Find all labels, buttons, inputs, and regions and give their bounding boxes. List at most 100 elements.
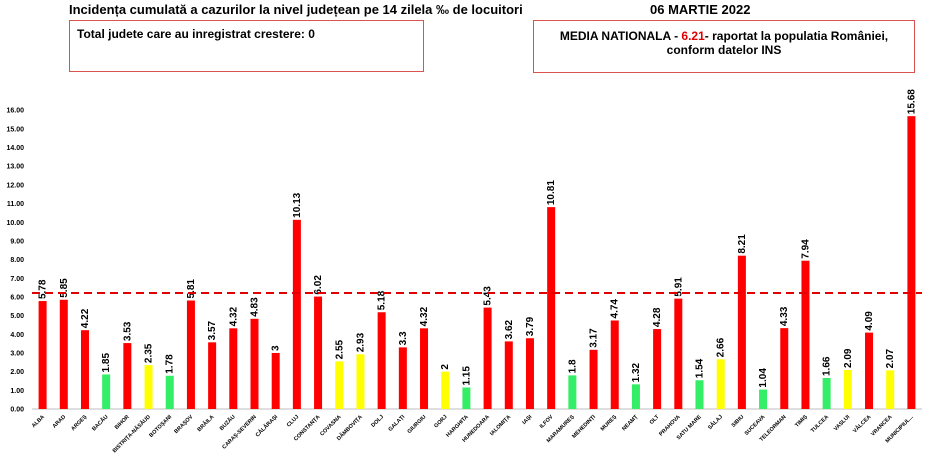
data-label: 3.17 [589,328,600,348]
data-label: 2.07 [885,348,896,368]
y-tick-label: 14.00 [6,145,24,152]
y-tick-label: 11.00 [7,201,24,208]
x-tick-label: GALAȚI [388,414,407,433]
data-label: 5.78 [38,279,49,299]
bar [589,349,598,409]
y-tick-label: 1.00 [10,388,24,395]
bar [822,378,831,409]
bar [398,347,407,409]
data-label: 6.02 [313,275,324,295]
data-label: 4.32 [228,306,239,326]
bar [186,300,195,409]
bar [547,207,556,409]
y-tick-label: 9.00 [10,238,24,245]
data-label: 2.09 [843,348,854,368]
data-label: 3 [271,345,282,351]
data-label: 1.32 [631,362,642,382]
data-label: 1.78 [165,354,176,374]
x-tick-label: OLT [649,414,661,426]
data-label: 8.21 [737,234,748,254]
x-tick-label: NEAMȚ [621,414,640,433]
bar [843,369,852,409]
x-tick-label: GIURGIU [407,414,428,435]
x-tick-label: CĂLĂRAȘI [254,413,279,438]
bar [420,328,429,409]
bar [38,301,47,409]
bar [208,342,217,409]
x-tick-label: TULCEA [810,414,830,434]
chart-title: Incidența cumulată a cazurilor la nivel … [69,2,523,17]
bar [271,352,280,409]
data-label: 4.74 [610,299,621,319]
data-label: 3.62 [504,319,515,339]
y-tick-label: 8.00 [10,257,24,264]
bar [886,370,895,409]
x-tick-label: BOTOȘANI [148,414,173,439]
x-tick-label: BUZĂU [218,413,237,432]
x-tick-label: ILFOV [539,414,555,430]
data-label: 4.83 [250,297,261,317]
data-label: 4.33 [779,306,790,326]
x-tick-label: MEHEDINȚI [571,414,597,440]
x-tick-label: SĂLAJ [706,413,724,431]
bar [80,330,89,409]
bar [483,307,492,409]
x-tick-label: TIMIȘ [794,414,809,429]
data-label: 5.18 [377,290,388,310]
data-label: 4.22 [80,308,91,328]
y-tick-label: 3.00 [10,350,24,357]
bar [123,343,132,409]
increase-count-box: Total judete care au inregistrat crester… [69,20,424,72]
x-tick-label: BIHOR [114,414,131,431]
national-average-line1: MEDIA NATIONALA - 6.21- raportat la popu… [534,29,914,43]
national-average-suffix: - raportat la populatia României, [704,29,889,43]
bar [335,361,344,409]
x-tick-label: VÂLCEA [851,413,872,434]
bar [780,328,789,409]
bar [568,375,577,409]
x-tick-label: VASLUI [833,414,852,433]
data-label: 7.94 [800,239,811,259]
x-tick-label: IALOMIȚA [489,414,512,437]
bar [759,389,768,409]
data-label: 1.15 [461,366,472,386]
bar [631,384,640,409]
y-tick-label: 12.00 [6,182,24,189]
national-average-value: 6.21 [681,29,705,43]
x-tick-label: BRĂILA [196,413,216,433]
bar [610,320,619,409]
x-tick-label: MUREȘ [600,414,619,433]
data-label: 3.79 [525,316,536,336]
y-tick-label: 2.00 [10,369,24,376]
y-tick-label: 16.00 [6,108,24,115]
national-average-box: MEDIA NATIONALA - 6.21- raportat la popu… [533,20,915,73]
bar [801,260,810,409]
y-tick-label: 4.00 [10,332,24,339]
x-tick-label: BACĂU [91,413,110,432]
data-label: 5.43 [483,286,494,306]
bar [525,338,534,409]
x-tick-label: ARAD [52,414,67,429]
y-tick-label: 13.00 [6,164,24,171]
y-tick-label: 5.00 [10,313,24,320]
x-tick-label: BISTRIȚA-NĂSĂUD [111,413,152,454]
data-label: 5.91 [673,277,684,297]
data-label: 10.81 [546,180,557,205]
data-label: 1.8 [567,359,578,373]
x-tick-label: ARGEȘ [70,414,88,432]
x-tick-label: ALBA [31,414,46,429]
y-tick-label: 15.00 [6,126,24,133]
data-label: 3.3 [398,331,409,345]
bar [716,359,725,409]
bar [144,365,153,409]
bar [737,255,746,409]
bar [356,354,365,409]
bar [462,387,471,409]
increase-count-text: Total judete care au inregistrat crester… [77,27,315,41]
data-label: 2.93 [355,332,366,352]
y-tick-label: 7.00 [10,276,24,283]
data-label: 5.85 [59,278,70,298]
bar [504,341,513,409]
data-label: 1.85 [101,353,112,373]
y-tick-label: 6.00 [10,294,24,301]
